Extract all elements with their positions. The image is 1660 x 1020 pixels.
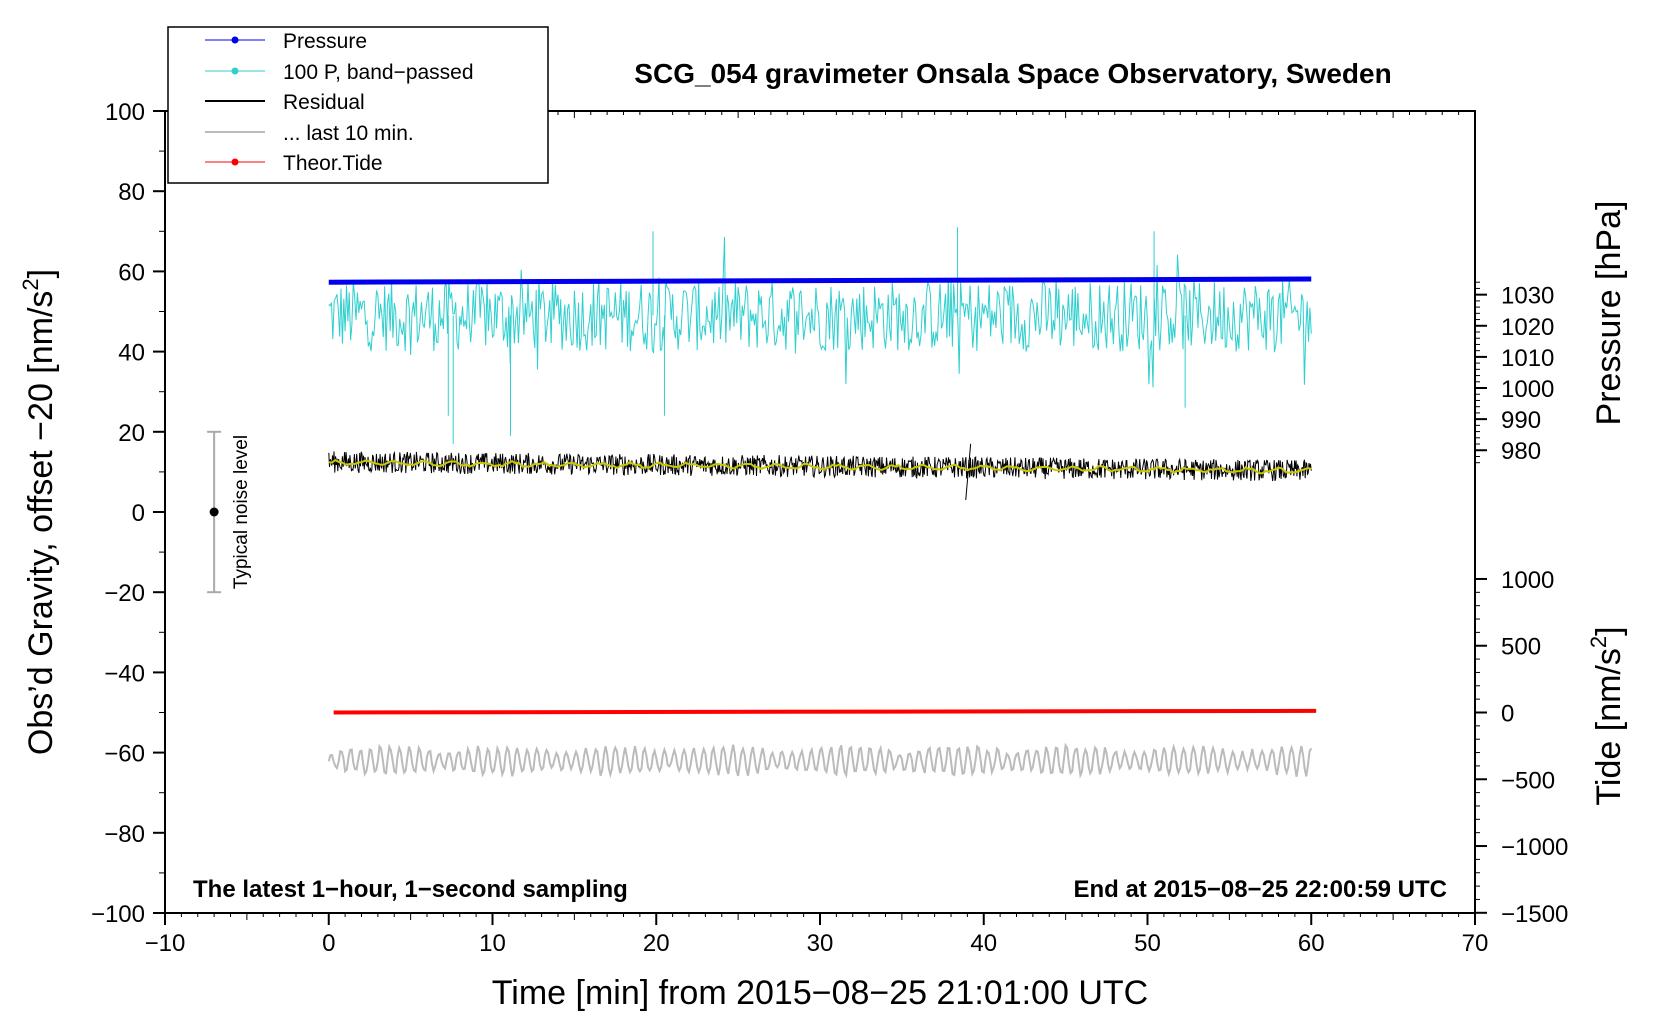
x-tick-label: 40 <box>970 930 997 957</box>
series <box>327 227 1317 779</box>
x-tick-label: 50 <box>1134 930 1161 957</box>
x-tick-label: 30 <box>807 930 834 957</box>
pressure-tick-label: 1020 <box>1501 314 1554 341</box>
legend: Pressure 100 P, band−passed Residual ...… <box>167 26 549 184</box>
legend-label-bandpassed: 100 P, band−passed <box>283 61 474 84</box>
y-tick-label: 20 <box>118 420 145 447</box>
x-axis-label: Time [min] from 2015−08−25 21:01:00 UTC <box>492 974 1148 1012</box>
series-last10-line <box>327 742 1313 779</box>
pressure-tick-label: 980 <box>1501 438 1541 465</box>
x-tick-label: 20 <box>643 930 670 957</box>
tide-axis-label-main: Tide [nm/s <box>1590 648 1628 805</box>
y-tick-label: 80 <box>118 179 145 206</box>
legend-marker-bandpassed <box>231 67 239 75</box>
left-y-axis-label-main: Obs’d Gravity, offset −20 [nm/s <box>22 291 60 756</box>
tide-tick-label: −500 <box>1501 767 1555 794</box>
tide-axis-label: Tide [nm/s2] <box>1586 626 1628 805</box>
legend-label-last10: ... last 10 min. <box>283 122 414 145</box>
left-y-axis-label-sup: 2 <box>18 278 43 290</box>
annotation-right: End at 2015−08−25 22:00:59 UTC <box>1073 876 1447 903</box>
series-bandpassed-line <box>328 236 1312 388</box>
series-residual-line <box>328 450 1312 482</box>
pressure-tick-label: 990 <box>1501 407 1541 434</box>
x-tick-label: 0 <box>322 930 335 957</box>
legend-marker-tide <box>231 158 239 166</box>
series-residual-smoothed-line <box>328 458 1312 475</box>
residual-spike <box>965 443 972 501</box>
y-tick-label: 0 <box>132 500 145 527</box>
pressure-tick-label: 1030 <box>1501 283 1554 310</box>
y-tick-label: −60 <box>104 741 145 768</box>
y-tick-label: 40 <box>118 340 145 367</box>
plot-frame <box>164 110 1476 914</box>
tide-axis-label-sup: 2 <box>1586 636 1611 648</box>
y-tick-label: 60 <box>118 259 145 286</box>
legend-box <box>167 26 549 184</box>
legend-label-residual: Residual <box>283 91 365 114</box>
tide-tick-label: 1000 <box>1501 567 1554 594</box>
tide-tick-label: 0 <box>1501 701 1514 728</box>
x-tick-label: 60 <box>1298 930 1325 957</box>
y-tick-label: −100 <box>91 901 145 928</box>
series-tide-line <box>333 708 1317 715</box>
y-tick-label: −80 <box>104 821 145 848</box>
annotation-left: The latest 1−hour, 1−second sampling <box>193 876 628 903</box>
legend-label-pressure: Pressure <box>283 30 367 53</box>
pressure-axis-label: Pressure [hPa] <box>1590 201 1628 426</box>
x-tick-label: 10 <box>479 930 506 957</box>
y-tick-label: −40 <box>104 660 145 687</box>
left-y-axis-label: Obs’d Gravity, offset −20 [nm/s2] <box>18 269 60 755</box>
legend-marker-pressure <box>231 36 239 44</box>
tide-tick-label: 500 <box>1501 634 1541 661</box>
y-tick-label: −20 <box>104 580 145 607</box>
series-pressure-line <box>328 276 1312 285</box>
noise-bar-center-dot <box>209 507 219 517</box>
tide-axis-label-end: ] <box>1590 626 1628 635</box>
x-tick-label: 70 <box>1462 930 1489 957</box>
left-y-axis-label-end: ] <box>22 269 60 278</box>
tide-tick-label: −1500 <box>1501 901 1568 928</box>
ticks: −10 0 10 20 30 40 50 60 70100806040200−20−40−60−… <box>91 99 1568 957</box>
tide-tick-label: −1000 <box>1501 834 1568 861</box>
pressure-tick-label: 1010 <box>1501 345 1554 372</box>
x-tick-label: −10 <box>145 930 186 957</box>
legend-label-tide: Theor.Tide <box>283 152 383 175</box>
chart-title: SCG_054 gravimeter Onsala Space Observat… <box>634 58 1391 89</box>
y-tick-label: 100 <box>105 99 145 126</box>
noise-bar: Typical noise level <box>207 430 252 594</box>
pressure-tick-label: 1000 <box>1501 376 1554 403</box>
noise-bar-label: Typical noise level <box>231 435 252 589</box>
